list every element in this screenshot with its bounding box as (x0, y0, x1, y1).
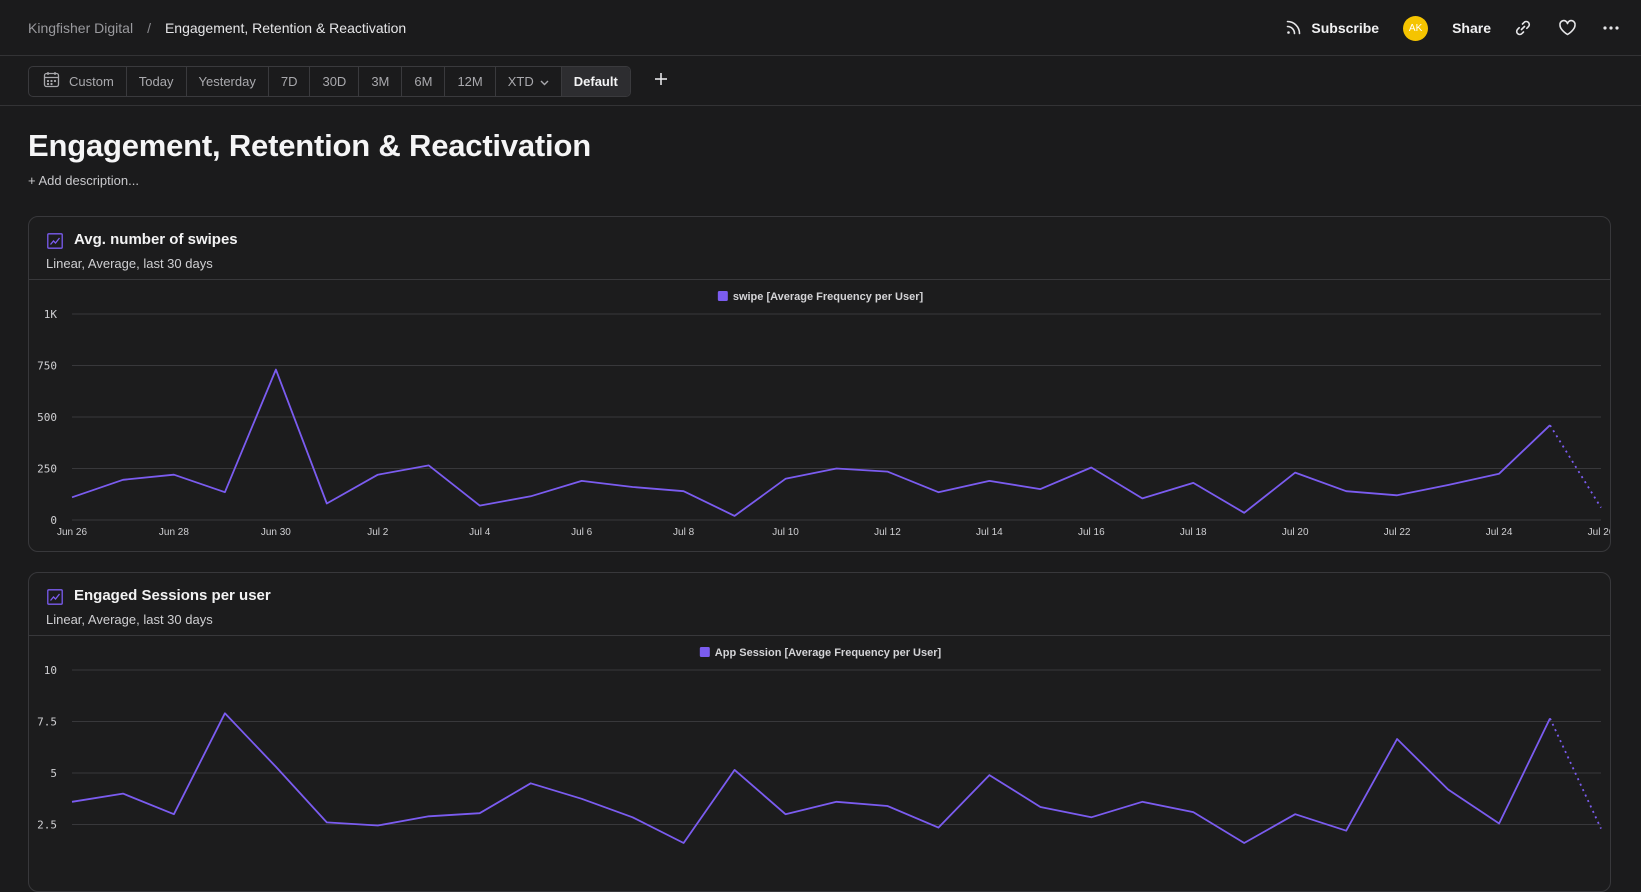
more-icon[interactable] (1599, 16, 1623, 40)
share-button[interactable]: Share (1452, 20, 1491, 36)
line-chart-icon (47, 233, 63, 249)
card-subtitle: Linear, Average, last 30 days (46, 256, 213, 271)
y-tick-label: 0 (50, 514, 57, 527)
card-header: Avg. number of swipes Linear, Average, l… (29, 217, 1610, 280)
chart-card-sessions[interactable]: Engaged Sessions per user Linear, Averag… (28, 572, 1611, 892)
date-range-group: Custom Today Yesterday 7D 30D 3M 6M 12M … (28, 65, 631, 97)
y-tick-label: 7.5 (37, 716, 57, 729)
chart-sessions: App Session [Average Frequency per User]… (37, 647, 1602, 844)
page-title: Engagement, Retention & Reactivation (28, 128, 591, 163)
y-tick-label: 500 (37, 411, 57, 424)
range-6m[interactable]: 6M (402, 66, 446, 96)
series-partial-line[interactable] (1549, 424, 1602, 509)
series-line[interactable] (71, 712, 1551, 844)
y-tick-label: 1K (44, 308, 58, 321)
x-tick-label: Jul 24 (1486, 527, 1513, 538)
legend-label: App Session [Average Frequency per User] (715, 647, 942, 659)
y-tick-label: 10 (44, 664, 57, 677)
range-12m[interactable]: 12M (445, 66, 496, 96)
card-subtitle: Linear, Average, last 30 days (46, 612, 213, 627)
x-tick-label: Jul 22 (1384, 527, 1411, 538)
y-tick-label: 750 (37, 360, 57, 373)
x-tick-label: Jul 18 (1180, 527, 1207, 538)
legend-label: swipe [Average Frequency per User] (733, 291, 924, 303)
x-tick-label: Jul 4 (469, 527, 491, 538)
range-xtd-label: XTD (507, 73, 534, 89)
heart-icon[interactable] (1555, 16, 1579, 40)
chart-card-swipes[interactable]: Avg. number of swipes Linear, Average, l… (28, 216, 1611, 552)
date-range-toolbar: Custom Today Yesterday 7D 30D 3M 6M 12M … (0, 57, 1641, 106)
x-tick-label: Jul 6 (571, 527, 593, 538)
x-tick-label: Jul 8 (673, 527, 695, 538)
y-tick-label: 2.5 (37, 819, 57, 832)
legend-swatch (699, 647, 710, 657)
rss-icon (1285, 18, 1303, 39)
x-tick-label: Jul 20 (1282, 527, 1309, 538)
card-header: Engaged Sessions per user Linear, Averag… (29, 573, 1610, 636)
range-yesterday[interactable]: Yesterday (187, 66, 269, 96)
y-tick-label: 5 (50, 767, 57, 780)
add-filter-button[interactable] (649, 69, 673, 93)
range-custom-label: Custom (69, 73, 114, 89)
x-tick-label: Jul 10 (772, 527, 799, 538)
breadcrumb-org[interactable]: Kingfisher Digital (28, 19, 134, 36)
x-tick-label: Jun 30 (261, 527, 291, 538)
x-tick-label: Jun 28 (159, 527, 189, 538)
calendar-icon (43, 71, 60, 91)
range-7d[interactable]: 7D (269, 66, 311, 96)
subscribe-label: Subscribe (1311, 20, 1380, 36)
plus-icon (654, 72, 668, 91)
range-default[interactable]: Default (561, 66, 630, 96)
x-tick-label: Jul 16 (1078, 527, 1105, 538)
avatar[interactable]: AK (1403, 15, 1429, 41)
x-tick-label: Jul 26 (1588, 527, 1611, 538)
link-icon[interactable] (1511, 16, 1535, 40)
top-bar: Kingfisher Digital / Engagement, Retenti… (0, 0, 1641, 56)
range-custom[interactable]: Custom (29, 66, 127, 96)
header-actions: Subscribe AK Share (1285, 0, 1627, 56)
range-30d[interactable]: 30D (310, 66, 360, 96)
x-tick-label: Jul 14 (976, 527, 1003, 538)
x-tick-label: Jul 12 (874, 527, 901, 538)
line-chart-icon (47, 589, 63, 605)
legend-swatch (717, 291, 728, 301)
add-description-link[interactable]: + Add description... (28, 173, 139, 188)
card-title[interactable]: Avg. number of swipes (74, 231, 238, 248)
x-tick-label: Jul 2 (367, 527, 389, 538)
avatar-initials: AK (1408, 22, 1423, 34)
series-partial-line[interactable] (1549, 718, 1602, 829)
range-today[interactable]: Today (127, 66, 187, 96)
breadcrumb-separator: / (147, 19, 151, 36)
chart-legend[interactable]: swipe [Average Frequency per User] (717, 291, 924, 303)
range-3m[interactable]: 3M (359, 66, 403, 96)
x-tick-label: Jun 26 (57, 527, 87, 538)
chart-swipes: swipe [Average Frequency per User] 0 250 50… (37, 291, 1611, 538)
chart-legend[interactable]: App Session [Average Frequency per User] (699, 647, 942, 659)
breadcrumb-current: Engagement, Retention & Reactivation (164, 19, 407, 36)
series-line[interactable] (71, 368, 1551, 517)
chevron-down-icon (540, 74, 549, 89)
subscribe-button[interactable]: Subscribe (1285, 18, 1379, 39)
card-title[interactable]: Engaged Sessions per user (74, 587, 271, 604)
y-tick-label: 250 (37, 463, 57, 476)
range-xtd[interactable]: XTD (496, 66, 562, 96)
